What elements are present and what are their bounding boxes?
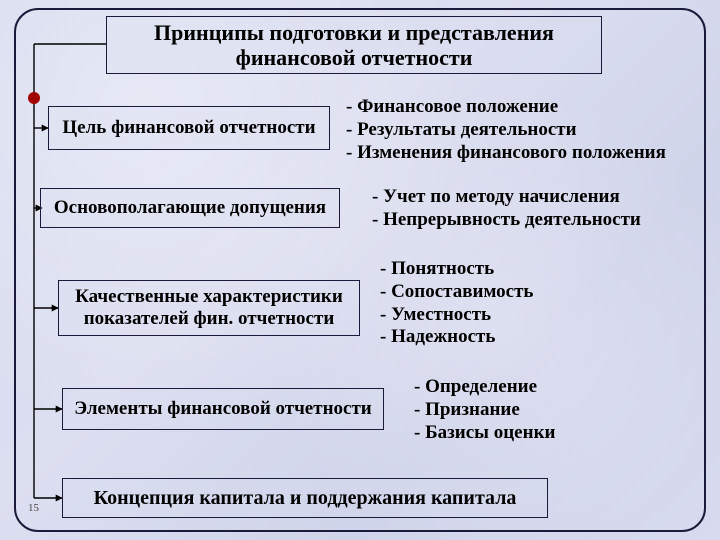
bullet-dot-icon xyxy=(28,92,40,104)
title-box: Принципы подготовки и представления фина… xyxy=(106,16,602,74)
assumptions-details: - Учет по методу начисления - Непрерывно… xyxy=(372,186,641,232)
capital-concept-box: Концепция капитала и поддержания капитал… xyxy=(62,478,548,518)
qual-details: - Понятность - Сопоставимость - Уместнос… xyxy=(380,258,533,349)
elements-label: Элементы финансовой отчетности xyxy=(74,398,371,420)
qual-box: Качественные характеристики показателей … xyxy=(58,280,360,336)
title-text: Принципы подготовки и представления фина… xyxy=(154,20,554,71)
assumptions-label: Основополагающие допущения xyxy=(54,197,326,219)
goal-box: Цель финансовой отчетности xyxy=(48,106,330,150)
goal-label: Цель финансовой отчетности xyxy=(62,117,315,139)
assumptions-box: Основополагающие допущения xyxy=(40,188,340,228)
goal-details: - Финансовое положение - Результаты деят… xyxy=(346,96,666,164)
slide-background xyxy=(0,0,720,540)
elements-details: - Определение - Признание - Базисы оценк… xyxy=(414,376,555,444)
slide-canvas: Принципы подготовки и представления фина… xyxy=(0,0,720,540)
capital-concept-text: Концепция капитала и поддержания капитал… xyxy=(94,487,517,510)
slide-number: 15 xyxy=(28,502,39,514)
qual-label: Качественные характеристики показателей … xyxy=(75,286,343,330)
elements-box: Элементы финансовой отчетности xyxy=(62,388,384,430)
